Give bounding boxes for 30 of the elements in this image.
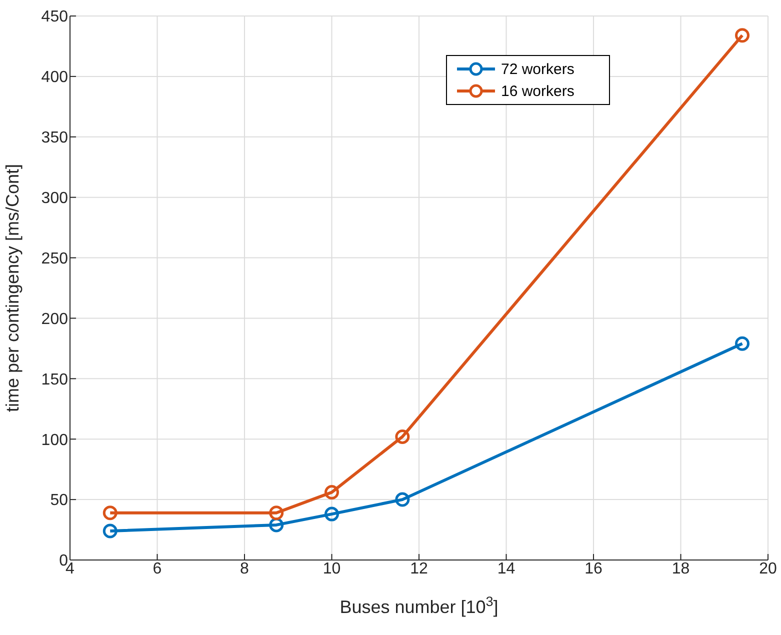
x-tick-label: 14 xyxy=(497,560,516,578)
y-tick-label: 50 xyxy=(50,492,68,510)
point xyxy=(395,492,410,507)
legend-label: 72 workers xyxy=(501,60,574,78)
x-tick-label: 18 xyxy=(672,560,690,578)
x-tick-label: 10 xyxy=(322,560,341,578)
x-tick-label: 12 xyxy=(410,560,428,578)
point xyxy=(102,524,118,538)
y-tick-label: 400 xyxy=(41,69,68,86)
point xyxy=(324,485,339,500)
point xyxy=(735,336,750,351)
y-tick-label: 150 xyxy=(41,371,68,388)
point xyxy=(735,28,750,43)
y-tick-label: 250 xyxy=(41,250,68,268)
y-tick-label: 350 xyxy=(41,130,68,147)
point xyxy=(269,506,284,520)
y-tick-label: 100 xyxy=(41,432,68,449)
x-axis-title: Buses number [10$^{3}$] xyxy=(340,594,498,617)
y-tick-label: 300 xyxy=(41,190,68,208)
legend-label: 16 workers xyxy=(501,82,574,100)
point xyxy=(395,429,410,444)
y-tick-label: 200 xyxy=(41,310,68,328)
point xyxy=(102,506,118,520)
x-tick-label: 6 xyxy=(152,560,162,578)
x-tick-label: 20 xyxy=(759,560,777,578)
x-tick-label: 16 xyxy=(584,560,602,578)
x-tick-label: 8 xyxy=(240,560,250,578)
point xyxy=(324,506,339,522)
y-axis-title: time per contingency [ms/Cont] xyxy=(2,164,22,412)
y-tick-label: 450 xyxy=(41,8,68,26)
